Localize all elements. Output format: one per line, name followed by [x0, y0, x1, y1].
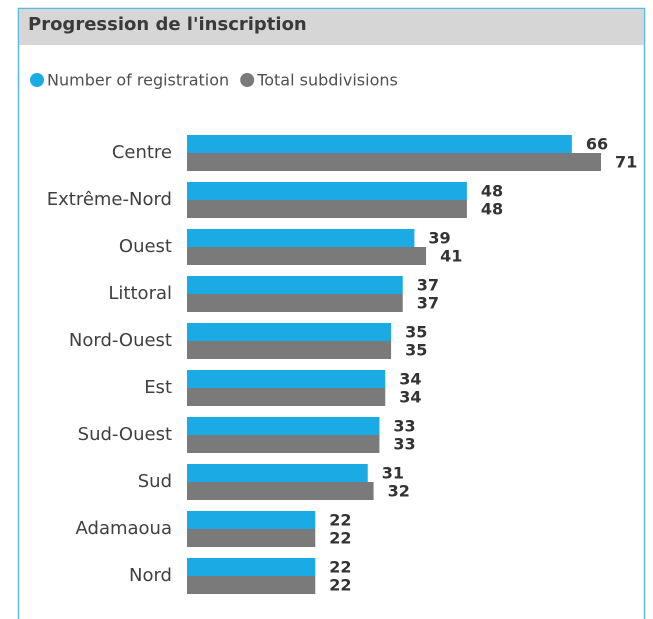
- value-label: 41: [440, 247, 462, 266]
- legend-swatch: [240, 73, 255, 87]
- bar: [187, 529, 316, 547]
- bar: [187, 558, 316, 576]
- category-label: Adamaoua: [76, 518, 172, 539]
- value-label: 48: [481, 200, 503, 219]
- category-label: Centre: [112, 142, 172, 163]
- value-label: 34: [399, 370, 421, 389]
- value-label: 22: [329, 558, 351, 577]
- bar: [187, 576, 316, 594]
- legend-label: Total subdivisions: [256, 71, 398, 90]
- value-label: 33: [393, 435, 415, 454]
- value-label: 37: [417, 294, 439, 313]
- value-label: 71: [615, 153, 637, 172]
- category-label: Ouest: [119, 236, 172, 257]
- chart-title: Progression de l'inscription: [28, 14, 307, 35]
- bar: [187, 276, 403, 294]
- value-label: 22: [329, 529, 351, 548]
- category-label: Sud-Ouest: [78, 424, 172, 445]
- category-label: Est: [144, 377, 172, 398]
- value-label: 32: [388, 482, 410, 501]
- title-bar: [19, 9, 644, 45]
- bar: [187, 482, 374, 500]
- category-label: Nord-Ouest: [69, 330, 172, 351]
- value-label: 66: [586, 135, 608, 154]
- bar: [187, 153, 601, 171]
- legend-swatch: [30, 73, 44, 87]
- panel: [17, 7, 646, 619]
- value-label: 35: [405, 341, 427, 360]
- value-label: 22: [329, 576, 351, 595]
- bar: [187, 294, 403, 312]
- bar: [187, 388, 386, 406]
- bar: [187, 247, 427, 265]
- bar: [187, 182, 467, 200]
- bar: [187, 435, 380, 453]
- category-label: Littoral: [108, 283, 172, 304]
- bar: [187, 464, 368, 482]
- value-label: 48: [481, 182, 503, 201]
- value-label: 37: [417, 276, 439, 295]
- value-label: 33: [393, 417, 415, 436]
- value-label: 34: [399, 388, 421, 407]
- value-label: 35: [405, 323, 427, 342]
- bar: [187, 417, 380, 435]
- bar: [187, 200, 467, 218]
- value-label: 39: [428, 229, 450, 248]
- category-label: Extrême-Nord: [47, 189, 172, 210]
- bar: [187, 135, 572, 153]
- category-label: Sud: [138, 471, 172, 492]
- bar: [187, 370, 386, 388]
- category-label: Nord: [129, 565, 172, 586]
- bar: [187, 511, 316, 529]
- bar: [187, 229, 415, 247]
- value-label: 22: [329, 511, 351, 530]
- legend-label: Number of registration: [47, 71, 229, 90]
- bar: [187, 341, 392, 359]
- value-label: 31: [382, 464, 404, 483]
- bar: [187, 323, 392, 341]
